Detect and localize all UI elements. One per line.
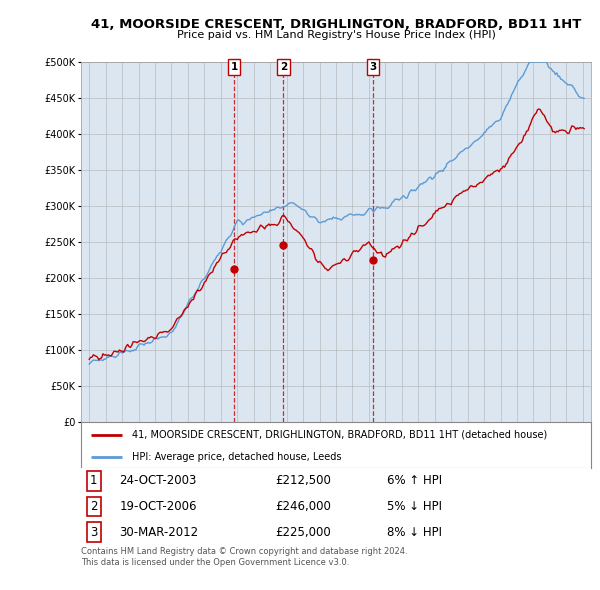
Text: 2: 2 (280, 62, 287, 72)
Text: 2: 2 (90, 500, 97, 513)
Text: 1: 1 (230, 62, 238, 72)
Text: 8% ↓ HPI: 8% ↓ HPI (387, 526, 442, 539)
Text: 6% ↑ HPI: 6% ↑ HPI (387, 474, 442, 487)
Text: 30-MAR-2012: 30-MAR-2012 (119, 526, 199, 539)
Text: £212,500: £212,500 (275, 474, 331, 487)
Text: 3: 3 (370, 62, 377, 72)
Text: 5% ↓ HPI: 5% ↓ HPI (387, 500, 442, 513)
Text: 19-OCT-2006: 19-OCT-2006 (119, 500, 197, 513)
Text: HPI: Average price, detached house, Leeds: HPI: Average price, detached house, Leed… (132, 451, 341, 461)
Text: 24-OCT-2003: 24-OCT-2003 (119, 474, 197, 487)
Text: 41, MOORSIDE CRESCENT, DRIGHLINGTON, BRADFORD, BD11 1HT: 41, MOORSIDE CRESCENT, DRIGHLINGTON, BRA… (91, 18, 581, 31)
Text: 1: 1 (90, 474, 97, 487)
Text: 41, MOORSIDE CRESCENT, DRIGHLINGTON, BRADFORD, BD11 1HT (detached house): 41, MOORSIDE CRESCENT, DRIGHLINGTON, BRA… (132, 430, 547, 440)
Text: £225,000: £225,000 (275, 526, 331, 539)
Text: £246,000: £246,000 (275, 500, 331, 513)
Text: Contains HM Land Registry data © Crown copyright and database right 2024.
This d: Contains HM Land Registry data © Crown c… (81, 548, 407, 566)
Text: 3: 3 (90, 526, 97, 539)
Text: Price paid vs. HM Land Registry's House Price Index (HPI): Price paid vs. HM Land Registry's House … (176, 30, 496, 40)
